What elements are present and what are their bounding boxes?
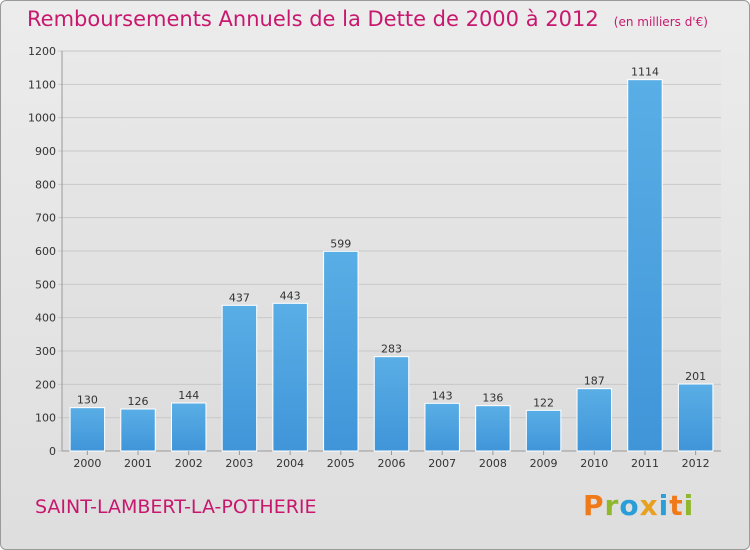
x-tick-label: 2005 [327,457,355,470]
bar [373,356,410,452]
commune-name: SAINT-LAMBERT-LA-POTHERIE [35,496,317,518]
data-label: 187 [584,375,605,388]
bar [525,409,562,452]
x-tick-label: 2008 [479,457,507,470]
data-label: 201 [685,370,706,383]
bar [221,304,258,452]
y-tick-label: 500 [35,278,56,291]
logo-letter: i [658,489,670,522]
chart-unit-text: (en milliers d'€) [613,15,708,29]
x-tick-label: 2001 [124,457,152,470]
x-tick-label: 2009 [530,457,558,470]
y-tick-label: 100 [35,412,56,425]
chart-title-text: Remboursements Annuels de la Dette de 20… [27,7,599,31]
logo-letter: r [604,489,620,522]
bar [424,402,460,452]
logo-letter: o [619,489,640,522]
data-label: 443 [280,289,301,302]
chart-title: Remboursements Annuels de la Dette de 20… [27,7,708,31]
bar [272,302,308,452]
x-tick-label: 2010 [580,457,608,470]
x-tick-label: 2012 [682,457,710,470]
x-tick-label: 2000 [73,457,101,470]
data-label: 599 [330,237,351,250]
x-tick-label: 2011 [631,457,659,470]
bar [323,250,359,452]
bar [69,407,106,452]
bar [677,383,714,452]
logo-letter: t [669,489,684,522]
logo-letter: i [683,489,695,522]
logo-letter: P [583,489,605,522]
x-tick-label: 2004 [276,457,304,470]
data-label: 122 [533,396,554,409]
data-label: 1114 [631,66,659,79]
y-tick-label: 700 [35,212,56,225]
y-tick-label: 800 [35,178,56,191]
bar [170,402,207,452]
data-label: 437 [229,291,250,304]
y-tick-label: 600 [35,245,56,258]
x-tick-label: 2007 [428,457,456,470]
bar [576,388,613,452]
y-tick-label: 900 [35,145,56,158]
logo-letter: x [639,489,659,522]
data-label: 144 [178,389,199,402]
bar [627,79,663,452]
y-tick-label: 1200 [28,45,56,58]
y-tick-label: 300 [35,345,56,358]
proxiti-logo: Proxiti [583,489,694,522]
data-label: 130 [77,394,98,407]
y-tick-label: 400 [35,312,56,325]
bar [120,408,156,452]
x-tick-label: 2006 [378,457,406,470]
data-label: 143 [432,389,453,402]
data-label: 126 [128,395,149,408]
data-label: 283 [381,343,402,356]
x-tick-label: 2003 [225,457,253,470]
y-tick-label: 0 [49,445,56,458]
y-tick-label: 1100 [28,78,56,91]
y-tick-label: 200 [35,378,56,391]
bar [475,405,511,452]
data-label: 136 [482,392,503,405]
x-tick-label: 2002 [175,457,203,470]
y-tick-label: 1000 [28,112,56,125]
